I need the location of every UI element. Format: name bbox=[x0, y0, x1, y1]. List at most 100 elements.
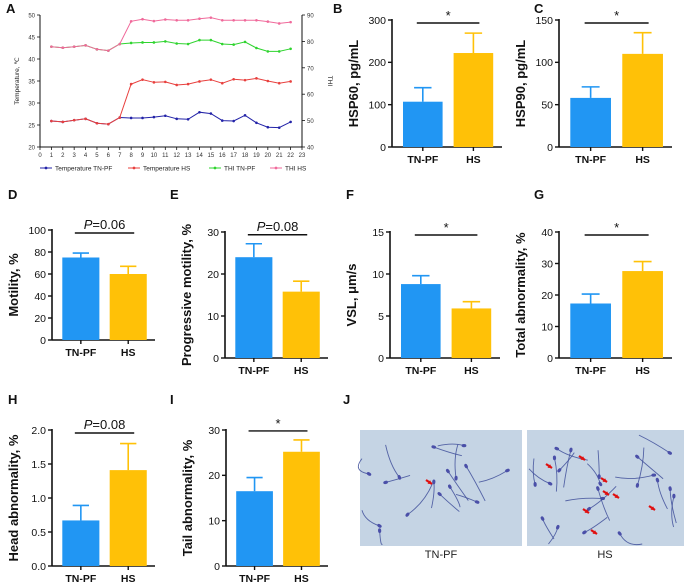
bar-tnpf bbox=[236, 491, 273, 566]
y-axis-label: Motility, % bbox=[6, 253, 21, 317]
sperm-tail bbox=[636, 447, 645, 486]
sperm-tail bbox=[588, 485, 617, 510]
sperm-tail bbox=[615, 474, 654, 480]
y-axis-label: Head abnormality, % bbox=[6, 434, 21, 561]
series-point bbox=[186, 82, 190, 86]
series-point bbox=[289, 80, 292, 83]
bar-hs bbox=[109, 274, 147, 340]
sperm-head bbox=[405, 512, 410, 517]
panel-label: E bbox=[170, 187, 179, 202]
x-tick-label: 3 bbox=[73, 153, 77, 159]
series-point bbox=[175, 117, 178, 121]
series-point bbox=[232, 43, 235, 46]
series-point bbox=[243, 114, 247, 117]
sperm-head bbox=[432, 479, 436, 485]
category-label: HS bbox=[466, 154, 481, 166]
series-point bbox=[61, 46, 65, 50]
series-point bbox=[255, 77, 258, 80]
p-value-label: P=0.06 bbox=[84, 217, 126, 232]
sperm-tail bbox=[449, 486, 461, 508]
series-point bbox=[95, 48, 99, 51]
sperm-head bbox=[377, 524, 382, 528]
sperm-tail bbox=[638, 434, 671, 454]
y2-tick-label: 70 bbox=[307, 66, 314, 72]
panel-label: A bbox=[6, 1, 16, 16]
sperm-head bbox=[461, 444, 467, 448]
series-point bbox=[198, 17, 201, 20]
panel-g: G 0 10 20 30 40 Total abnormality, % TN-PF HS * bbox=[513, 187, 672, 377]
category-label: TN-PF bbox=[239, 573, 270, 585]
y-axis-label: Progressive motility, % bbox=[179, 224, 194, 367]
y-axis-label: HSP60, pg/mL bbox=[346, 40, 361, 127]
series-point bbox=[141, 17, 144, 21]
series-point bbox=[277, 81, 281, 85]
sperm-head bbox=[668, 486, 672, 492]
red-arrowhead bbox=[614, 494, 619, 498]
y-tick-label: 100 bbox=[535, 57, 553, 69]
legend-label: Temperature HS bbox=[143, 165, 191, 172]
sperm-head bbox=[533, 482, 537, 487]
x-tick-label: 17 bbox=[230, 153, 237, 159]
x-tick-label: 0 bbox=[38, 153, 42, 159]
y-tick-label: 100 bbox=[28, 225, 46, 237]
y-axis-label: Temperature, ℃ bbox=[14, 57, 21, 105]
sperm-head bbox=[582, 530, 587, 535]
series-point bbox=[129, 116, 133, 120]
x-tick-label: 22 bbox=[287, 153, 294, 159]
series-point bbox=[266, 79, 270, 83]
bar-hs bbox=[283, 451, 320, 566]
x-tick-label: 13 bbox=[185, 153, 192, 159]
y-tick-label: 2.0 bbox=[31, 425, 46, 437]
series-point bbox=[152, 41, 156, 44]
x-tick-label: 14 bbox=[196, 153, 203, 159]
y-tick-label: 0.5 bbox=[31, 527, 46, 539]
sperm-head bbox=[635, 483, 640, 488]
red-arrowhead bbox=[580, 456, 585, 460]
y-tick-label: 20 bbox=[541, 290, 553, 302]
micrograph-background bbox=[360, 430, 522, 546]
p-value-label: P=0.08 bbox=[84, 417, 126, 432]
sperm-head bbox=[552, 455, 557, 461]
y-tick-label: 1.5 bbox=[31, 459, 46, 471]
x-tick-label: 15 bbox=[208, 153, 215, 159]
micrograph-hs bbox=[527, 430, 684, 546]
significance-star: * bbox=[275, 416, 280, 431]
y-tick-label: 45 bbox=[28, 36, 35, 42]
series-point bbox=[243, 18, 247, 22]
y-axis-label: Total abnormality, % bbox=[513, 232, 528, 358]
y-tick-label: 0 bbox=[40, 335, 46, 347]
y-tick-label: 10 bbox=[541, 321, 553, 333]
series-point bbox=[255, 121, 258, 125]
sperm-tail bbox=[385, 444, 400, 478]
series-point bbox=[220, 18, 224, 22]
sperm-head bbox=[454, 475, 458, 481]
x-tick-label: 23 bbox=[299, 153, 306, 159]
series-point bbox=[220, 42, 224, 46]
y-tick-label: 1.0 bbox=[31, 493, 46, 505]
series-point bbox=[277, 50, 281, 53]
panel-j: J TN-PF HS bbox=[343, 392, 684, 561]
series-point bbox=[289, 20, 292, 24]
y-tick-label: 50 bbox=[28, 14, 35, 20]
y-tick-label: 20 bbox=[28, 146, 35, 152]
y-axis-label: Tail abnormality, % bbox=[180, 439, 195, 556]
micrograph-tn-pf bbox=[357, 430, 522, 546]
panel-label: I bbox=[170, 392, 174, 407]
category-label: HS bbox=[635, 154, 650, 166]
sperm-head bbox=[366, 472, 372, 476]
series-point bbox=[141, 116, 144, 120]
sperm-head bbox=[635, 454, 640, 459]
x-tick-label: 5 bbox=[95, 153, 99, 159]
y-tick-label: 0 bbox=[547, 353, 553, 365]
y-tick-label: 30 bbox=[541, 258, 553, 270]
sperm-head bbox=[437, 492, 442, 497]
series-point bbox=[50, 119, 53, 123]
series-point bbox=[186, 18, 190, 22]
y-tick-label: 20 bbox=[34, 313, 46, 325]
sperm-tail bbox=[478, 470, 508, 483]
bar-tnpf bbox=[401, 284, 441, 358]
series-point bbox=[95, 121, 99, 125]
bar-hs bbox=[622, 53, 663, 147]
